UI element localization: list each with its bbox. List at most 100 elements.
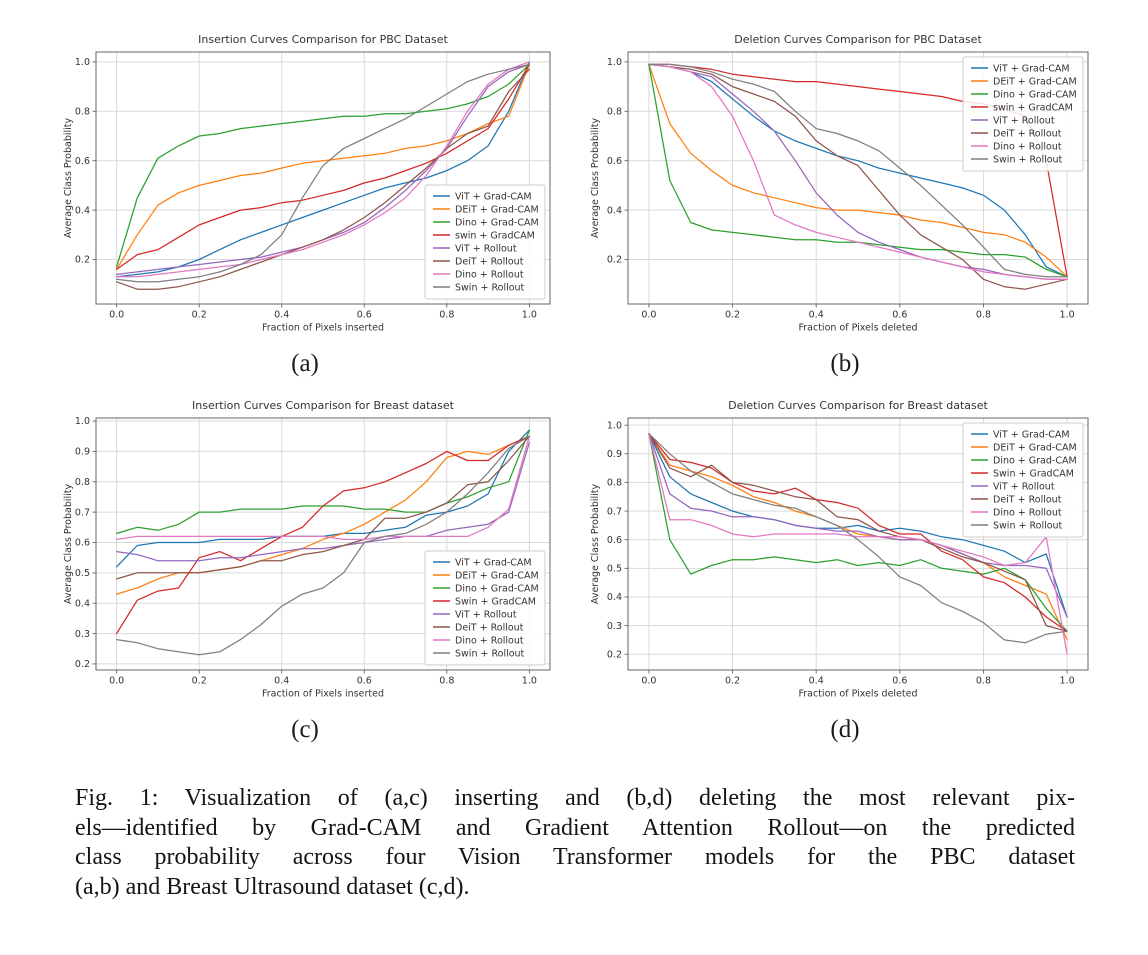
x-tick-label: 0.0 <box>109 676 124 687</box>
x-tick-label: 0.2 <box>725 676 740 687</box>
x-tick-label: 0.4 <box>274 676 289 687</box>
y-tick-label: 0.9 <box>607 449 622 460</box>
chart-title: Insertion Curves Comparison for Breast d… <box>192 399 455 412</box>
legend-label-deit-grad-cam: DEiT + Grad-CAM <box>455 570 539 581</box>
legend-label-deit-rollout: DeiT + Rollout <box>993 128 1062 139</box>
x-tick-label: 0.4 <box>809 310 824 321</box>
y-tick-label: 0.7 <box>607 506 622 517</box>
x-tick-label: 0.6 <box>357 310 372 321</box>
y-tick-label: 0.8 <box>607 106 622 117</box>
y-tick-label: 0.6 <box>75 156 90 167</box>
legend-label-deit-grad-cam: DEiT + Grad-CAM <box>455 204 539 215</box>
series-line-deit-grad-cam <box>115 63 531 271</box>
x-tick-label: 0.0 <box>641 676 656 687</box>
x-tick-label: 0.8 <box>439 310 454 321</box>
figure-caption: Fig. 1: Visualization of (a,c) inserting… <box>75 784 1075 902</box>
legend-label-swin-rollout: Swin + Rollout <box>455 648 525 659</box>
chart-deletion-pbc: 0.0 0.2 0.4 0.6 0.8 1.0 0.2 0.4 0.6 0.8 1.0 Deletio… <box>590 33 1089 334</box>
subfigure-label-c: (c) <box>291 716 319 743</box>
legend-label-deit-grad-cam: DEiT + Grad-CAM <box>993 442 1077 453</box>
legend-label-dino-grad-cam: Dino + Grad-CAM <box>455 217 539 228</box>
x-tick-label: 0.8 <box>439 676 454 687</box>
y-tick-label: 0.2 <box>607 649 622 660</box>
series-line-swin-rollout <box>115 63 531 283</box>
legend-label-vit-rollout: ViT + Rollout <box>455 609 517 620</box>
series-line-dino-rollout <box>648 63 1068 280</box>
y-tick-label: 0.2 <box>75 255 90 266</box>
legend-label-deit-rollout: DeiT + Rollout <box>993 494 1062 505</box>
y-axis-label: Average Class Probability <box>590 483 601 604</box>
series-line-dino-rollout <box>648 433 1068 655</box>
y-tick-label: 0.5 <box>607 564 622 575</box>
series-line-dino-rollout <box>115 435 531 541</box>
y-tick-label: 0.6 <box>75 538 90 549</box>
x-tick-label: 0.6 <box>357 676 372 687</box>
series-line-deit-rollout <box>115 435 531 580</box>
series-line-vit-rollout <box>115 441 531 562</box>
plot-frame <box>95 417 551 671</box>
y-tick-label: 0.6 <box>607 535 622 546</box>
legend-label-vit-grad-cam: ViT + Grad-CAM <box>993 63 1070 74</box>
caption-line: class probability across four Vision Tra… <box>75 844 1075 870</box>
series-line-swin-rollout <box>648 433 1068 644</box>
y-tick-label: 0.4 <box>607 592 622 603</box>
series-line-swin-gradcam <box>115 63 531 271</box>
chart-title: Insertion Curves Comparison for PBC Data… <box>198 33 448 46</box>
x-tick-label: 1.0 <box>1060 310 1075 321</box>
x-axis-label: Fraction of Pixels deleted <box>798 689 917 700</box>
legend-label-swin-rollout: Swin + Rollout <box>455 282 525 293</box>
series-line-swin-gradcam <box>115 435 531 635</box>
caption-line: els—identified by Grad-CAM and Gradient … <box>75 814 1075 841</box>
y-tick-label: 1.0 <box>75 57 90 68</box>
chart-deletion-breast: 0.0 0.2 0.4 0.6 0.8 1.0 0.2 0.3 0.4 0.5 0.6 0.7 0.8 0… <box>590 399 1089 700</box>
legend-label-swin-rollout: Swin + Rollout <box>993 520 1063 531</box>
legend: ViT + Grad-CAM DEiT + Grad-CAM Dino + Grad… <box>424 184 546 300</box>
subfigure-label-b: (b) <box>830 350 860 377</box>
series-line-vit-rollout <box>648 433 1068 618</box>
chart-title: Deletion Curves Comparison for PBC Datas… <box>734 33 982 46</box>
series-line-deit-rollout <box>648 433 1068 632</box>
legend: ViT + Grad-CAM DEiT + Grad-CAM Dino + Grad… <box>962 56 1084 172</box>
legend-label-dino-rollout: Dino + Rollout <box>455 635 524 646</box>
y-axis-label: Average Class Probability <box>63 117 74 238</box>
plot-frame <box>627 417 1089 671</box>
legend-label-swin-gradcam: Swin + GradCAM <box>455 596 536 607</box>
x-tick-label: 1.0 <box>522 310 537 321</box>
legend-label-dino-grad-cam: Dino + Grad-CAM <box>993 455 1077 466</box>
x-tick-label: 0.6 <box>892 676 907 687</box>
series-line-dino-grad-cam <box>115 63 531 268</box>
y-tick-label: 0.2 <box>75 659 90 670</box>
y-tick-label: 0.8 <box>75 106 90 117</box>
chart-insertion-breast: 0.0 0.2 0.4 0.6 0.8 1.0 0.2 0.3 0.4 0.5 0.6 0.7 0.8 0… <box>63 399 551 700</box>
legend-label-vit-grad-cam: ViT + Grad-CAM <box>455 191 532 202</box>
x-tick-label: 0.2 <box>192 676 207 687</box>
x-tick-label: 0.2 <box>192 310 207 321</box>
subfigure-label-a: (a) <box>291 350 319 377</box>
legend-box <box>962 56 1084 172</box>
legend-label-swin-gradcam: Swin + GradCAM <box>993 468 1074 479</box>
series-line-deit-rollout <box>648 63 1068 290</box>
legend-label-deit-rollout: DeiT + Rollout <box>455 256 524 267</box>
legend-label-swin-rollout: Swin + Rollout <box>993 154 1063 165</box>
legend-label-deit-grad-cam: DEiT + Grad-CAM <box>993 76 1077 87</box>
y-tick-label: 0.4 <box>607 205 622 216</box>
y-tick-label: 0.4 <box>75 598 90 609</box>
legend-label-vit-grad-cam: ViT + Grad-CAM <box>993 429 1070 440</box>
legend: ViT + Grad-CAM DEiT + Grad-CAM Dino + Grad… <box>424 550 546 666</box>
y-tick-label: 0.7 <box>75 507 90 518</box>
chart-insertion-pbc: 0.0 0.2 0.4 0.6 0.8 1.0 0.2 0.4 0.6 0.8 1.0 Inserti… <box>63 33 551 334</box>
legend-box <box>424 184 546 300</box>
x-axis-label: Fraction of Pixels deleted <box>798 323 917 334</box>
y-axis-label: Average Class Probability <box>590 117 601 238</box>
x-axis-label: Fraction of Pixels inserted <box>262 323 384 334</box>
series-line-vit-grad-cam <box>648 433 1068 618</box>
series-line-vit-rollout <box>648 63 1068 280</box>
series-line-deit-grad-cam <box>648 433 1068 641</box>
y-axis-label: Average Class Probability <box>63 483 74 604</box>
x-tick-label: 0.0 <box>109 310 124 321</box>
series-line-dino-rollout <box>115 61 531 278</box>
x-tick-label: 0.6 <box>892 310 907 321</box>
legend-label-vit-rollout: ViT + Rollout <box>993 115 1055 126</box>
y-tick-label: 0.2 <box>607 255 622 266</box>
